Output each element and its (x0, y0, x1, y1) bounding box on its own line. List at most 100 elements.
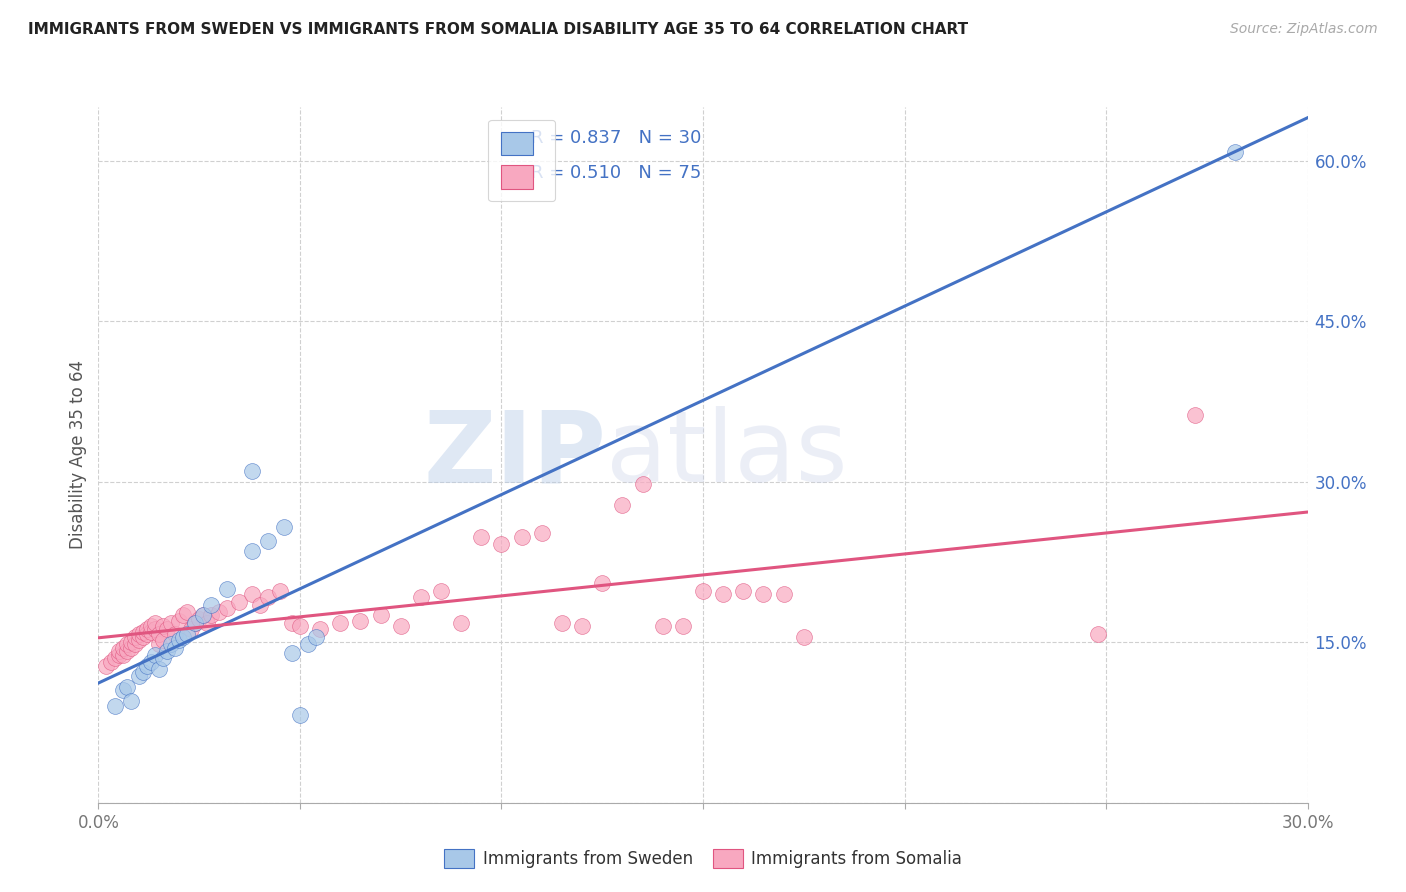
Point (163, 626, 186, 640)
Point (96, 658, 118, 673)
Point (176, 626, 198, 640)
Point (200, 608, 222, 623)
Point (156, 623, 179, 637)
Point (167, 614, 190, 628)
Point (160, 615, 183, 630)
Point (103, 699, 125, 714)
Point (309, 623, 332, 637)
Point (349, 614, 371, 628)
Point (370, 608, 392, 623)
Point (128, 633, 150, 648)
Point (305, 630, 328, 644)
Point (115, 644, 138, 658)
Point (217, 582, 239, 596)
Point (1223, 145, 1246, 159)
Point (120, 635, 142, 649)
Point (143, 623, 166, 637)
Point (184, 615, 207, 630)
Point (288, 619, 311, 633)
Point (107, 644, 129, 658)
Point (631, 476, 654, 491)
Text: IMMIGRANTS FROM SWEDEN VS IMMIGRANTS FROM SOMALIA DISABILITY AGE 35 TO 64 CORREL: IMMIGRANTS FROM SWEDEN VS IMMIGRANTS FRO… (28, 22, 969, 37)
Point (793, 630, 815, 644)
Point (389, 619, 412, 633)
Point (200, 598, 222, 612)
Point (240, 464, 263, 478)
Point (143, 648, 166, 662)
Point (772, 587, 794, 601)
Point (551, 615, 574, 630)
Point (297, 637, 319, 651)
Point (115, 637, 138, 651)
Point (240, 587, 263, 601)
Point (163, 640, 186, 655)
Point (176, 605, 198, 619)
Point (160, 637, 183, 651)
Point (491, 537, 513, 551)
Point (470, 530, 492, 544)
Point (115, 680, 138, 694)
Point (156, 644, 179, 658)
Point (167, 633, 190, 648)
Point (256, 533, 278, 548)
Point (752, 587, 775, 601)
Point (711, 587, 734, 601)
Point (111, 640, 134, 655)
Point (128, 626, 150, 640)
Text: R = 0.837   N = 30: R = 0.837 N = 30 (531, 129, 702, 147)
Point (193, 608, 215, 623)
Legend: Immigrants from Sweden, Immigrants from Somalia: Immigrants from Sweden, Immigrants from … (437, 842, 969, 874)
Point (143, 615, 166, 630)
Point (139, 624, 162, 639)
Point (103, 651, 125, 665)
Point (195, 615, 218, 630)
Point (135, 626, 157, 640)
Point (135, 658, 157, 673)
Point (148, 662, 170, 676)
Point (124, 637, 146, 651)
Point (530, 526, 553, 541)
Point (120, 694, 142, 708)
Y-axis label: Disability Age 35 to 64: Disability Age 35 to 64 (69, 360, 87, 549)
Point (120, 640, 142, 655)
Point (128, 669, 150, 683)
Point (107, 648, 129, 662)
Point (591, 576, 613, 591)
Point (193, 608, 215, 623)
Point (172, 630, 194, 644)
Point (111, 683, 134, 698)
Point (651, 619, 673, 633)
Point (208, 605, 231, 619)
Point (135, 623, 157, 637)
Point (132, 630, 155, 644)
Point (733, 583, 755, 598)
Point (148, 626, 170, 640)
Point (152, 651, 174, 665)
Point (172, 608, 194, 623)
Point (139, 619, 162, 633)
Point (288, 708, 311, 723)
Point (450, 615, 472, 630)
Point (269, 583, 291, 598)
Text: atlas: atlas (606, 407, 848, 503)
Point (281, 615, 304, 630)
Point (184, 615, 207, 630)
Point (256, 591, 278, 605)
Point (240, 544, 263, 558)
Point (571, 619, 593, 633)
Point (1087, 626, 1109, 640)
Point (124, 630, 146, 644)
Point (217, 601, 239, 615)
Point (152, 633, 174, 648)
Point (430, 583, 453, 598)
Point (510, 530, 533, 544)
Point (132, 624, 155, 639)
Point (672, 619, 695, 633)
Text: ZIP: ZIP (423, 407, 606, 503)
Point (1184, 409, 1206, 423)
Point (111, 648, 134, 662)
Point (132, 665, 155, 680)
Point (188, 612, 211, 626)
Point (273, 519, 295, 533)
Point (100, 655, 122, 669)
